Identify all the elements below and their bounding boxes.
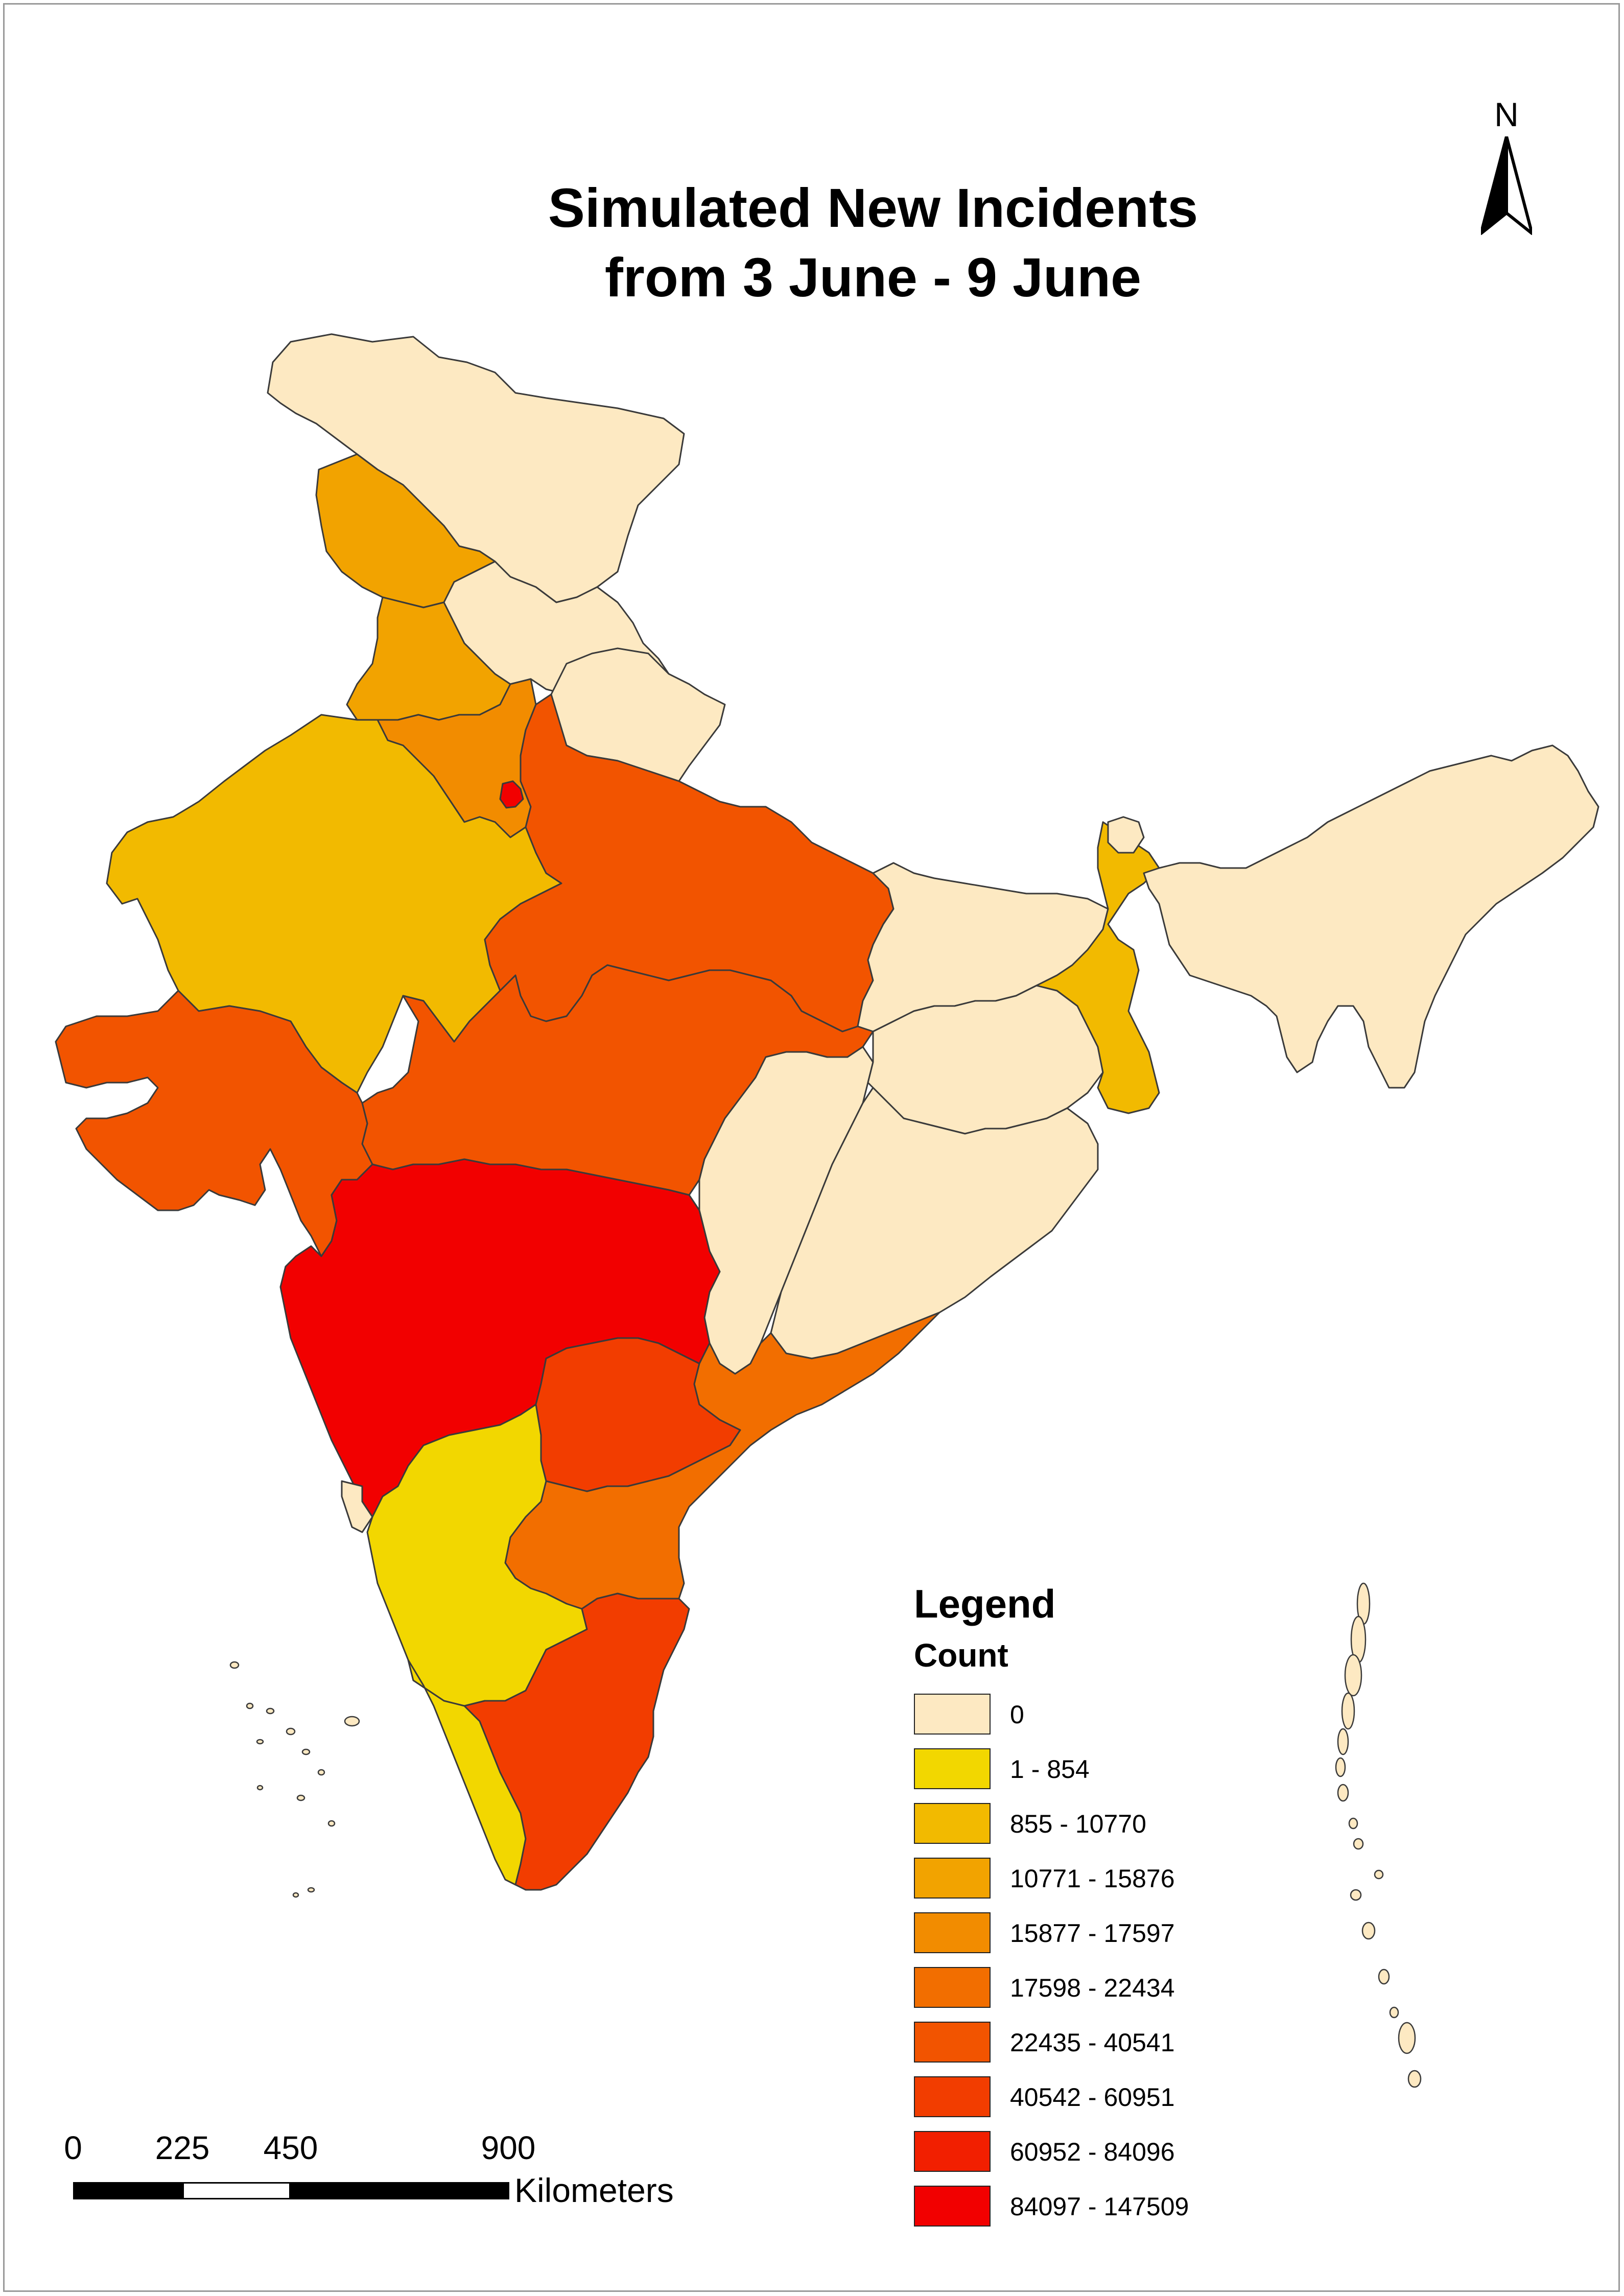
- scale-bar-segment-1: [73, 2182, 182, 2199]
- map-title: Simulated New Incidents from 3 June - 9 …: [439, 173, 1307, 312]
- region-gujarat: [55, 990, 373, 1257]
- map-title-line-2: from 3 June - 9 June: [604, 246, 1142, 308]
- island: [246, 1702, 254, 1709]
- legend-swatch: [914, 1858, 991, 1899]
- island: [296, 1794, 305, 1801]
- choropleth-map: [55, 333, 1599, 2088]
- legend-swatch: [914, 1912, 991, 1953]
- island: [1374, 1869, 1384, 1880]
- island: [1337, 1784, 1349, 1802]
- island: [229, 1661, 240, 1669]
- island: [1348, 1817, 1358, 1830]
- legend-label: 15877 - 17597: [1010, 1919, 1175, 1948]
- island: [292, 1892, 299, 1898]
- island: [1398, 2022, 1416, 2054]
- region-sikkim: [1107, 816, 1145, 854]
- scale-tick-900: 900: [481, 2129, 536, 2166]
- island: [344, 1716, 360, 1727]
- region-west-bengal: [1035, 821, 1160, 1114]
- island: [256, 1785, 264, 1791]
- island: [1353, 1838, 1364, 1850]
- north-arrow: N: [1466, 97, 1547, 250]
- scale-tick-225: 225: [155, 2129, 210, 2166]
- region-rajasthan: [106, 714, 562, 1094]
- map-title-line-1: Simulated New Incidents: [548, 177, 1198, 239]
- island: [1337, 1728, 1349, 1755]
- legend-label: 84097 - 147509: [1010, 2192, 1189, 2221]
- legend-swatch: [914, 1967, 991, 2008]
- island: [327, 1820, 336, 1827]
- legend-label: 17598 - 22434: [1010, 1974, 1175, 2002]
- legend-subtitle: Count: [914, 1637, 1008, 1674]
- legend-item: 1 - 854: [914, 1748, 1272, 1803]
- region-north-east: [1143, 744, 1599, 1089]
- legend-label: 10771 - 15876: [1010, 1864, 1175, 1893]
- island: [266, 1707, 275, 1715]
- island: [1350, 1889, 1362, 1901]
- scale-bar-segment-2: [182, 2182, 291, 2199]
- legend-label: 1 - 854: [1010, 1755, 1090, 1784]
- region-tamil-nadu: [463, 1592, 690, 1891]
- scale-bar: 0 225 450 900 Kilometers: [56, 2130, 720, 2212]
- legend-item: 0: [914, 1694, 1272, 1748]
- scale-bar-segment-3: [291, 2182, 509, 2199]
- region-goa: [341, 1480, 373, 1533]
- legend-swatch: [914, 2076, 991, 2117]
- island: [256, 1739, 264, 1745]
- legend-swatch: [914, 2131, 991, 2172]
- legend-item: 17598 - 22434: [914, 1967, 1272, 2022]
- legend-item: 10771 - 15876: [914, 1858, 1272, 1912]
- legend-label: 0: [1010, 1700, 1024, 1729]
- legend-swatch: [914, 1748, 991, 1789]
- scale-tick-0: 0: [64, 2129, 82, 2166]
- island: [1344, 1654, 1362, 1697]
- legend-swatch: [914, 2022, 991, 2063]
- legend-swatch: [914, 1803, 991, 1844]
- island: [1361, 1922, 1376, 1940]
- legend-label: 40542 - 60951: [1010, 2083, 1175, 2112]
- legend-swatch: [914, 2186, 991, 2227]
- legend-item: 855 - 10770: [914, 1803, 1272, 1858]
- scale-tick-450: 450: [263, 2129, 318, 2166]
- north-arrow-label: N: [1494, 96, 1519, 133]
- region-delhi: [499, 780, 524, 809]
- legend-label: 60952 - 84096: [1010, 2138, 1175, 2166]
- legend-label: 22435 - 40541: [1010, 2028, 1175, 2057]
- island: [1335, 1757, 1346, 1777]
- island: [317, 1769, 325, 1776]
- region-chhattisgarh: [698, 1046, 874, 1375]
- island: [1407, 2070, 1422, 2088]
- island: [1389, 2006, 1399, 2019]
- legend: Legend Count 0 1 - 854 855 - 10770 10771 - …: [914, 1578, 1272, 2240]
- island: [1378, 1969, 1390, 1985]
- scale-unit-label: Kilometers: [514, 2171, 674, 2209]
- legend-label: 855 - 10770: [1010, 1810, 1146, 1838]
- north-arrow-icon: [1481, 136, 1532, 235]
- legend-items: 0 1 - 854 855 - 10770 10771 - 15876 15877 - …: [914, 1694, 1272, 2240]
- legend-item: 84097 - 147509: [914, 2186, 1272, 2240]
- legend-item: 15877 - 17597: [914, 1912, 1272, 1967]
- legend-swatch: [914, 1694, 991, 1735]
- legend-title: Legend: [914, 1581, 1056, 1626]
- island: [307, 1887, 315, 1893]
- island: [1341, 1692, 1355, 1730]
- island: [286, 1727, 296, 1736]
- legend-item: 60952 - 84096: [914, 2131, 1272, 2186]
- map-frame: Simulated New Incidents from 3 June - 9 …: [3, 3, 1620, 2292]
- legend-item: 40542 - 60951: [914, 2076, 1272, 2131]
- island: [301, 1748, 311, 1755]
- legend-item: 22435 - 40541: [914, 2022, 1272, 2076]
